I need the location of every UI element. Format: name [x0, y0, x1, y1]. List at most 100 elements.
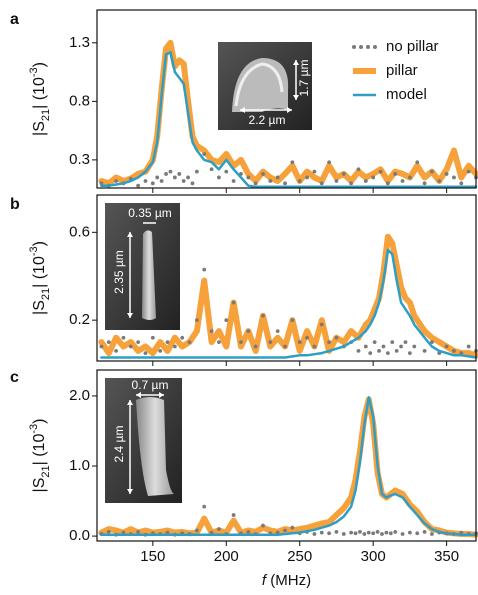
data-dot	[224, 318, 229, 323]
data-dot	[150, 335, 155, 340]
y-axis-label-part: |S	[31, 300, 48, 315]
insets	[105, 42, 312, 503]
legend-dot	[352, 45, 356, 49]
data-dot	[384, 530, 389, 535]
data-dot	[334, 179, 339, 183]
data-dot	[312, 344, 317, 349]
data-dot	[209, 167, 214, 172]
data-dot	[186, 175, 190, 180]
data-dot	[297, 340, 302, 345]
data-dot	[164, 172, 168, 176]
data-dot	[224, 169, 229, 174]
data-dot	[231, 179, 236, 183]
data-dot	[415, 531, 420, 536]
data-dot	[202, 504, 207, 509]
y-tick-label: 0.0	[69, 527, 90, 544]
data-dot	[444, 344, 449, 349]
data-dot	[356, 167, 361, 172]
data-dot	[155, 175, 160, 180]
data-dot	[399, 344, 403, 349]
y-tick-label: 1.3	[69, 34, 90, 51]
inset-annotation: 2.2 µm	[249, 113, 286, 127]
data-dot	[430, 169, 434, 174]
y-tick-label: 0.2	[69, 311, 90, 328]
legend-label: model	[386, 86, 427, 103]
x-tick-label: 200	[214, 548, 239, 565]
data-dot	[372, 340, 377, 345]
x-tick-label: 300	[361, 548, 386, 565]
data-dot	[121, 335, 126, 340]
data-dot	[275, 175, 280, 180]
data-dot	[106, 340, 111, 345]
data-dot	[353, 531, 358, 536]
x-axis-label-part: (MHz)	[266, 572, 311, 589]
y-tick-label: 0.3	[69, 151, 90, 168]
series-line	[100, 248, 478, 359]
y-axis-label-part: |S	[31, 121, 48, 136]
data-dot	[136, 183, 141, 188]
data-dot	[99, 181, 104, 186]
data-dot	[305, 335, 309, 340]
data-dot	[388, 531, 393, 536]
x-axis-label-part: f	[262, 572, 268, 589]
data-dot	[143, 179, 148, 183]
y-axis-label: |S21| (10-3)	[28, 62, 52, 136]
data-dot	[261, 313, 265, 318]
data-dot	[253, 181, 258, 186]
data-dot	[363, 179, 368, 183]
data-dot	[466, 344, 471, 349]
data-dot	[268, 179, 273, 183]
y-axis-label-part: -3	[28, 67, 40, 77]
data-dot	[400, 532, 405, 536]
data-dot	[99, 344, 104, 349]
panel-label: a	[10, 11, 19, 28]
data-dot	[217, 340, 221, 345]
data-dot	[459, 181, 464, 186]
data-dot	[312, 169, 317, 174]
data-dot	[422, 348, 427, 353]
x-tick-label: 250	[287, 548, 312, 565]
y-axis-label-part: )	[31, 241, 48, 246]
inset-annotation: 2.4 µm	[112, 426, 126, 463]
data-dot	[393, 529, 398, 534]
data-dot	[407, 351, 412, 355]
data-dot	[180, 335, 185, 340]
data-dot	[136, 529, 141, 534]
y-axis-label-part: -3	[28, 246, 40, 256]
inset-annotation: 0.35 µm	[128, 206, 172, 220]
y-axis-label: |S21| (10-3)	[28, 241, 52, 315]
x-tick-label: 350	[434, 548, 459, 565]
data-dot	[334, 335, 339, 340]
data-dot	[452, 175, 456, 180]
data-dot	[165, 340, 170, 345]
inset-b	[105, 203, 180, 330]
data-dot	[366, 530, 371, 535]
data-dot	[187, 340, 192, 345]
data-dot	[172, 344, 177, 349]
inset-a	[218, 42, 312, 130]
data-dot	[136, 340, 141, 345]
data-dot	[290, 525, 295, 530]
x-axis-label: f (MHz)	[262, 572, 311, 589]
data-dot	[246, 175, 251, 180]
y-axis-label-part: -3	[28, 424, 40, 434]
x-tick-label: 150	[140, 548, 165, 565]
y-axis-label-part: |S	[31, 478, 48, 493]
data-dot	[385, 351, 390, 355]
data-dot	[231, 513, 236, 517]
y-axis-label-part: 21	[40, 109, 52, 121]
data-dot	[466, 169, 471, 174]
legend-dot	[359, 45, 363, 49]
data-dot	[341, 172, 346, 176]
y-axis-label-part: )	[31, 62, 48, 67]
data-dot	[217, 175, 221, 180]
data-dot	[114, 179, 118, 183]
data-dot	[385, 181, 390, 186]
data-dot	[327, 160, 332, 165]
legend-dot	[366, 45, 370, 49]
data-dot	[158, 348, 163, 353]
y-tick-label: 0.8	[69, 92, 90, 109]
data-dot	[246, 329, 251, 334]
data-dot	[283, 181, 287, 186]
